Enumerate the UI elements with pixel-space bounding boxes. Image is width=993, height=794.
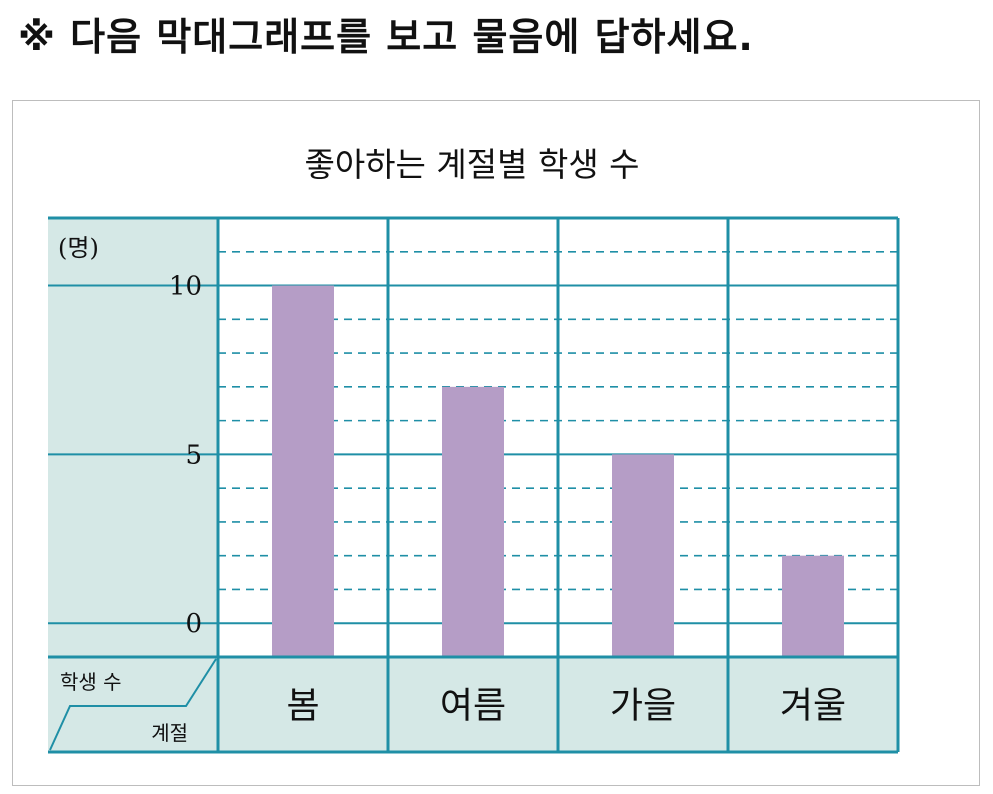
header-diagonal bbox=[49, 658, 217, 751]
y-tick-label: 5 bbox=[185, 440, 202, 470]
header-value-label: 학생 수 bbox=[60, 670, 122, 694]
header-category-label: 계절 bbox=[151, 721, 188, 745]
instruction-text: ※ 다음 막대그래프를 보고 물음에 답하세요. bbox=[18, 15, 754, 59]
y-tick-label: 0 bbox=[185, 609, 202, 639]
chart-frame bbox=[12, 100, 980, 786]
chart-title: 좋아하는 계절별 학생 수 bbox=[304, 145, 639, 184]
bar-4 bbox=[782, 555, 844, 657]
bar-2 bbox=[442, 386, 504, 657]
category-row-panel bbox=[48, 657, 898, 752]
bar-1 bbox=[272, 285, 334, 657]
category-label: 여름 bbox=[440, 686, 506, 727]
category-label: 봄 bbox=[286, 686, 319, 727]
category-label: 가을 bbox=[610, 686, 676, 727]
y-tick-label: 10 bbox=[169, 272, 202, 302]
category-label: 겨울 bbox=[780, 686, 846, 727]
y-axis-unit-label: (명) bbox=[58, 234, 99, 262]
bar-3 bbox=[612, 454, 674, 657]
y-axis-panel bbox=[48, 218, 218, 657]
